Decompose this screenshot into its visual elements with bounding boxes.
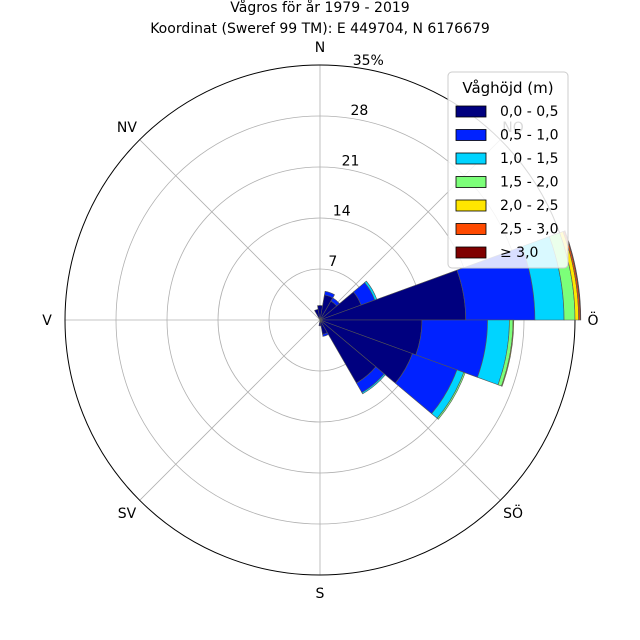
direction-label: V (42, 313, 52, 329)
radial-tick-label: 21 (342, 153, 360, 169)
direction-label: SÖ (503, 504, 523, 522)
legend-label: 1,0 - 1,5 (500, 151, 558, 167)
direction-label: N (315, 40, 325, 56)
legend-label: 1,5 - 2,0 (500, 175, 558, 191)
legend: Våghöjd (m) 0,0 - 0,5 0,5 - 1,0 1,0 - 1,5 1… (447, 71, 569, 269)
legend-swatch (455, 105, 487, 118)
direction-labels: NNOÖSÖSSVVNV (42, 40, 598, 602)
rose-bar-segment (436, 371, 466, 420)
chart-subtitle: Koordinat (Sweref 99 TM): E 449704, N 61… (150, 21, 490, 37)
legend-label: 2,5 - 3,0 (500, 222, 558, 238)
legend-swatch (455, 199, 487, 212)
direction-label: NV (117, 120, 137, 136)
legend-label: 0,5 - 1,0 (500, 128, 558, 144)
rose-bar-segment (361, 373, 386, 395)
radial-tick-label: 35% (353, 53, 384, 69)
rose-bar-segment (317, 305, 323, 321)
legend-swatch (455, 152, 487, 165)
rose-bar-segment (319, 269, 467, 321)
rose-bar-segment (324, 290, 335, 299)
rose-bar-segment (501, 319, 515, 387)
radial-tick-label: 28 (351, 103, 369, 119)
legend-label: 0,0 - 0,5 (500, 104, 558, 120)
legend-swatch (455, 246, 487, 259)
chart-title: Vågros för år 1979 - 2019 (230, 0, 409, 16)
grid-spoke (139, 139, 321, 321)
legend-items: 0,0 - 0,5 0,5 - 1,0 1,0 - 1,5 1,5 - 2,0 2,0 … (455, 104, 558, 261)
legend-swatch (455, 129, 487, 141)
rose-bar-segment (322, 332, 329, 337)
radial-tick-label: 7 (328, 254, 337, 270)
legend-box (447, 71, 569, 269)
legend-swatch (455, 176, 487, 188)
radial-tick-labels: 7 14 21 28 35% (328, 53, 383, 270)
legend-title: Våghöjd (m) (462, 79, 553, 97)
direction-label: S (316, 586, 325, 602)
legend-swatch (455, 223, 487, 235)
grid-spoke (139, 319, 321, 501)
direction-label: Ö (587, 311, 598, 329)
legend-label: 2,0 - 2,5 (500, 198, 558, 214)
rose-bar-segment (564, 230, 582, 321)
radial-tick-label: 14 (333, 204, 351, 220)
legend-label: ≥ 3,0 (500, 245, 538, 261)
rose-bar-segment (318, 319, 322, 327)
direction-label: SV (118, 506, 137, 522)
